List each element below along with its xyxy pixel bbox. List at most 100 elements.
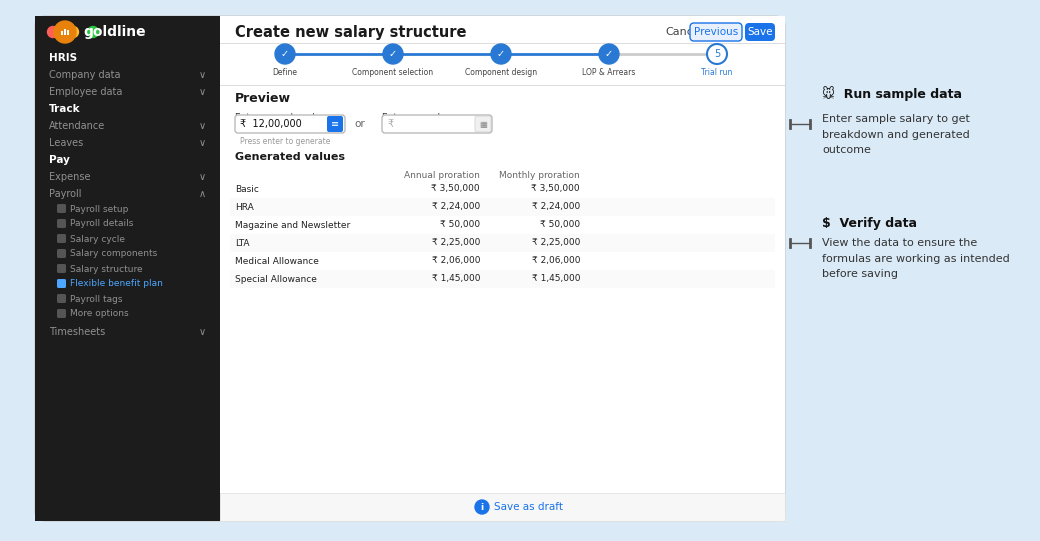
Text: Salary cycle: Salary cycle [70,234,125,243]
FancyBboxPatch shape [57,219,66,228]
Circle shape [475,500,489,514]
Bar [220,43,785,44]
Text: ∨: ∨ [199,327,206,337]
Text: Previous: Previous [694,27,738,37]
Text: HRA: HRA [235,202,254,212]
Text: LTA: LTA [235,239,250,247]
FancyBboxPatch shape [57,249,66,258]
FancyBboxPatch shape [382,115,492,133]
Bar [64,29,66,35]
Text: ✓: ✓ [605,49,613,59]
Text: ✓: ✓ [389,49,397,59]
Text: ✓: ✓ [497,49,505,59]
Text: $  Verify data: $ Verify data [822,216,917,229]
Text: Magazine and Newsletter: Magazine and Newsletter [235,221,350,229]
FancyBboxPatch shape [327,116,343,132]
Text: Press enter to generate: Press enter to generate [240,136,331,146]
FancyBboxPatch shape [35,16,220,521]
Text: ∨: ∨ [199,172,206,182]
Bar [67,30,69,35]
FancyBboxPatch shape [220,16,785,521]
Text: Attendance: Attendance [49,121,105,131]
Bar [127,16,219,521]
Text: Payroll setup: Payroll setup [70,204,128,214]
Text: More options: More options [70,309,129,319]
Text: Payroll details: Payroll details [70,220,133,228]
Bar [61,31,63,35]
Text: ▦: ▦ [479,120,487,129]
Text: Define: Define [272,68,297,77]
Text: Cancel: Cancel [665,27,703,37]
FancyBboxPatch shape [57,234,66,243]
Text: Save: Save [748,27,773,37]
Text: Leaves: Leaves [49,138,83,148]
Text: Monthly proration: Monthly proration [499,170,580,180]
Text: ₹ 2,25,000: ₹ 2,25,000 [432,239,480,247]
Text: Special Allowance: Special Allowance [235,274,317,283]
Circle shape [599,44,619,64]
Text: LOP & Arrears: LOP & Arrears [582,68,635,77]
Text: Payroll tags: Payroll tags [70,294,123,304]
Text: goldline: goldline [83,25,146,39]
Circle shape [87,27,99,37]
Text: Annual proration: Annual proration [405,170,480,180]
Text: ₹ 2,06,000: ₹ 2,06,000 [531,256,580,266]
Bar [35,16,220,26]
Text: ₹ 1,45,000: ₹ 1,45,000 [531,274,580,283]
Text: 5: 5 [713,49,720,59]
Text: ₹ 50,000: ₹ 50,000 [440,221,480,229]
Text: ∨: ∨ [199,87,206,97]
Bar [35,511,220,521]
Text: Trial run: Trial run [701,68,733,77]
Text: ₹: ₹ [387,119,393,129]
Text: ₹ 3,50,000: ₹ 3,50,000 [531,184,580,194]
Bar [230,180,775,198]
Text: or: or [355,119,365,129]
Text: Component design: Component design [465,68,537,77]
Circle shape [707,44,727,64]
Text: Enter annual package: Enter annual package [235,114,334,122]
Bar [220,85,785,86]
Text: Enter annual gross pay: Enter annual gross pay [382,114,487,122]
Circle shape [491,44,511,64]
Text: Pay: Pay [49,155,70,165]
Text: ₹ 3,50,000: ₹ 3,50,000 [432,184,480,194]
Text: Payroll: Payroll [49,189,81,199]
Text: Medical Allowance: Medical Allowance [235,256,319,266]
Bar [230,270,775,288]
Bar [230,234,775,252]
Circle shape [48,27,58,37]
Text: ₹  12,00,000: ₹ 12,00,000 [240,119,302,129]
Circle shape [383,44,404,64]
Text: Company data: Company data [49,70,121,80]
Text: ₹ 50,000: ₹ 50,000 [540,221,580,229]
Text: i: i [480,503,484,511]
Text: View the data to ensure the
formulas are working as intended
before saving: View the data to ensure the formulas are… [822,238,1010,279]
Circle shape [275,44,295,64]
Bar [220,16,240,521]
Text: Generated values: Generated values [235,152,345,162]
FancyBboxPatch shape [745,23,775,41]
Bar [230,216,775,234]
Text: ₹ 2,06,000: ₹ 2,06,000 [432,256,480,266]
Text: Salary components: Salary components [70,249,157,259]
Text: Flexible benefit plan: Flexible benefit plan [70,280,163,288]
Text: Create new salary structure: Create new salary structure [235,24,467,39]
Text: Employee data: Employee data [49,87,123,97]
FancyBboxPatch shape [57,204,66,213]
FancyBboxPatch shape [475,116,491,132]
Bar [220,493,785,521]
Text: Save as draft: Save as draft [494,502,563,512]
Text: Preview: Preview [235,91,291,104]
FancyBboxPatch shape [235,115,345,133]
Text: ₹ 1,45,000: ₹ 1,45,000 [432,274,480,283]
Text: ₹ 2,24,000: ₹ 2,24,000 [432,202,480,212]
FancyBboxPatch shape [57,264,66,273]
Text: Track: Track [49,104,81,114]
Circle shape [54,21,76,43]
Text: HRIS: HRIS [49,53,77,63]
Text: Expense: Expense [49,172,90,182]
FancyBboxPatch shape [35,16,785,521]
Text: ≡: ≡ [331,119,339,129]
Text: Salary structure: Salary structure [70,265,142,274]
